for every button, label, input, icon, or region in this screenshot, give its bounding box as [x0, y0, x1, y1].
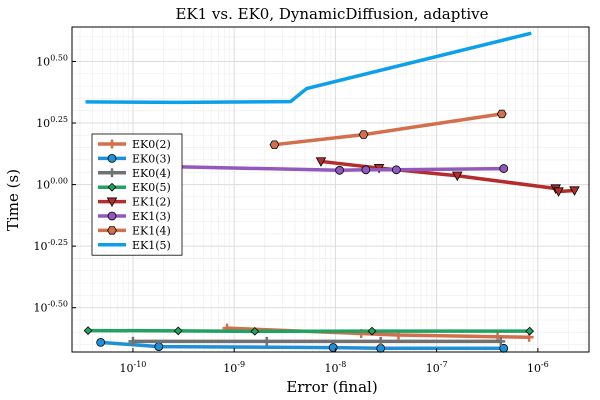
legend-label: EK0(4): [132, 167, 171, 180]
data-point: [569, 186, 580, 196]
data-point: [496, 336, 506, 346]
data-point: [96, 337, 106, 347]
data-point: [361, 165, 371, 175]
series-line: [158, 164, 504, 173]
legend-item: EK1(5): [98, 239, 171, 252]
y-axis-title: Time (s): [4, 169, 22, 231]
data-point: [328, 343, 338, 352]
series-layer: [83, 31, 580, 353]
x-tick-label: 10-10: [120, 360, 147, 375]
legend-marker: [106, 197, 118, 208]
data-point: [391, 165, 401, 175]
data-point: [315, 157, 327, 167]
x-tick-label: 10-6: [527, 360, 549, 375]
series-ek0-4: [128, 336, 506, 346]
legend-item: EK0(4): [98, 167, 171, 180]
data-point: [376, 336, 386, 346]
plot-frame: [71, 26, 590, 353]
series-ek1-2: [315, 157, 580, 197]
legend-marker: [107, 211, 117, 221]
data-point: [128, 336, 138, 346]
data-point: [250, 326, 260, 336]
x-tick-label: 10-9: [223, 360, 245, 375]
y-tick-label: 100.50: [36, 53, 68, 68]
legend-marker: [107, 153, 117, 163]
y-tick-label: 100.00: [36, 177, 68, 192]
series-ek0-5: [83, 326, 535, 336]
legend-item: EK0(5): [98, 181, 171, 194]
data-point: [335, 165, 344, 175]
legend-label: EK0(3): [132, 152, 171, 165]
x-axis-title: Error (final): [286, 378, 377, 396]
y-tick-label: 100.25: [36, 115, 68, 130]
x-tick-label: 10-7: [426, 360, 448, 375]
data-point: [367, 326, 377, 336]
legend-label: EK1(2): [132, 196, 171, 209]
legend: EK0(2)EK0(3)EK0(4)EK0(5)EK1(2)EK1(3)EK1(…: [91, 133, 183, 256]
series-line: [320, 159, 575, 194]
data-point: [173, 326, 183, 336]
y-tick-label: 10-0.50: [33, 300, 68, 315]
series-line: [88, 328, 530, 334]
data-point: [262, 336, 272, 346]
data-point: [525, 326, 535, 336]
x-tick-label: 10-8: [325, 360, 347, 375]
legend-label: EK1(4): [132, 224, 171, 237]
series-line: [85, 31, 532, 105]
legend-label: EK0(2): [132, 138, 171, 151]
series-ek1-5: [85, 31, 532, 105]
series-line: [274, 112, 503, 147]
legend-item: EK1(2): [98, 196, 171, 209]
data-point: [358, 130, 369, 139]
grid: [72, 27, 589, 352]
data-point: [553, 187, 564, 197]
data-point: [269, 140, 280, 149]
data-point: [83, 326, 93, 335]
legend-label: EK1(5): [132, 239, 171, 252]
legend-box: [91, 133, 183, 256]
legend-marker: [107, 139, 117, 149]
data-point: [499, 164, 509, 173]
legend-marker: [107, 182, 117, 192]
data-point: [496, 109, 507, 119]
chart-title: EK1 vs. EK0, DynamicDiffusion, adaptive: [175, 5, 488, 23]
ticks: 10-10 10-9 10-8 10-7 10-6 10-0.50 10-0.25 100.0…: [33, 53, 548, 375]
series-ek1-4: [269, 109, 507, 149]
legend-label: EK1(3): [132, 210, 171, 223]
data-point: [452, 171, 463, 182]
legend-marker: [107, 226, 117, 235]
legend-label: EK0(5): [132, 181, 171, 194]
legend-item: EK0(3): [98, 152, 171, 165]
data-point: [154, 342, 164, 351]
legend-item: EK1(4): [98, 224, 171, 237]
y-tick-label: 10-0.25: [33, 238, 68, 253]
legend-marker: [107, 168, 117, 178]
legend-item: EK0(2): [98, 138, 171, 151]
legend-item: EK1(3): [98, 210, 171, 223]
series-ek0-3: [96, 337, 509, 353]
